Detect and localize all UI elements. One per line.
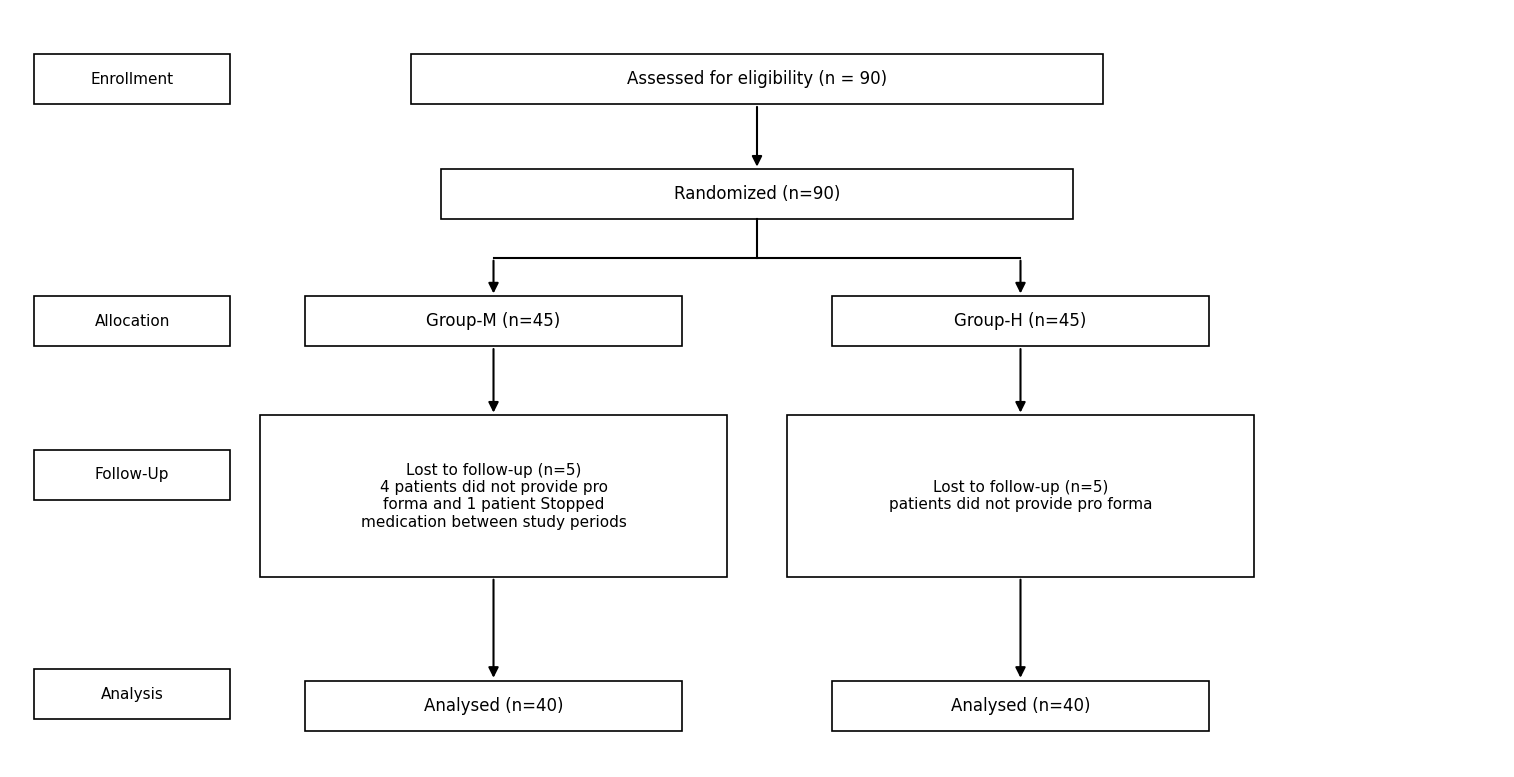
- FancyBboxPatch shape: [35, 669, 230, 719]
- Text: Assessed for eligibility (n = 90): Assessed for eligibility (n = 90): [627, 70, 887, 88]
- FancyBboxPatch shape: [441, 169, 1073, 219]
- Text: Lost to follow-up (n=5)
patients did not provide pro forma: Lost to follow-up (n=5) patients did not…: [889, 480, 1152, 512]
- FancyBboxPatch shape: [306, 296, 681, 347]
- FancyBboxPatch shape: [787, 416, 1254, 577]
- Text: Analysed (n=40): Analysed (n=40): [424, 696, 563, 715]
- Text: Randomized (n=90): Randomized (n=90): [674, 186, 840, 204]
- Text: Follow-Up: Follow-Up: [95, 468, 170, 483]
- Text: Group-H (n=45): Group-H (n=45): [954, 312, 1087, 330]
- Text: Group-M (n=45): Group-M (n=45): [427, 312, 560, 330]
- Text: Analysis: Analysis: [101, 687, 164, 702]
- FancyBboxPatch shape: [35, 296, 230, 347]
- FancyBboxPatch shape: [260, 416, 727, 577]
- FancyBboxPatch shape: [833, 296, 1208, 347]
- FancyBboxPatch shape: [35, 54, 230, 104]
- Text: Allocation: Allocation: [94, 314, 170, 329]
- FancyBboxPatch shape: [410, 54, 1104, 104]
- FancyBboxPatch shape: [306, 681, 681, 730]
- Text: Enrollment: Enrollment: [91, 71, 174, 86]
- Text: Lost to follow-up (n=5)
4 patients did not provide pro
forma and 1 patient Stopp: Lost to follow-up (n=5) 4 patients did n…: [360, 462, 627, 530]
- Text: Analysed (n=40): Analysed (n=40): [951, 696, 1090, 715]
- FancyBboxPatch shape: [833, 681, 1208, 730]
- FancyBboxPatch shape: [35, 450, 230, 500]
